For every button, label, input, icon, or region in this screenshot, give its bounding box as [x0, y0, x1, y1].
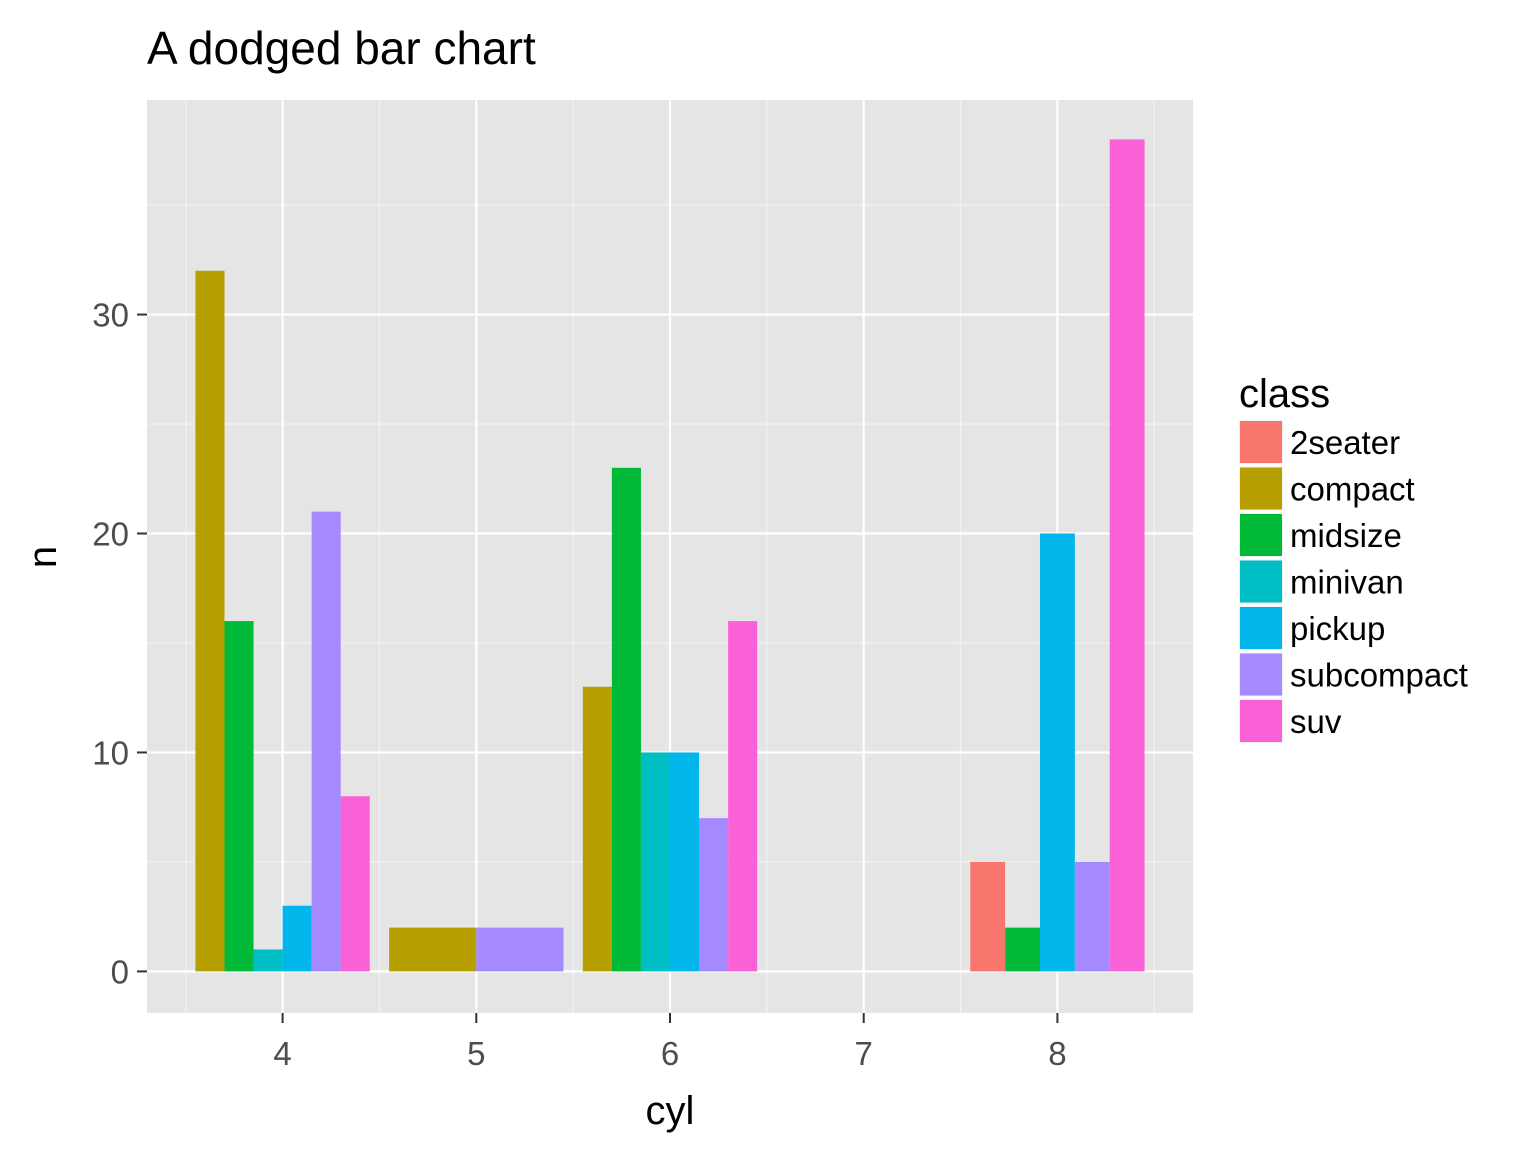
bar-cyl4-subcompact — [311, 511, 341, 972]
bar-cyl6-suv — [728, 621, 758, 972]
bar-cyl6-subcompact — [699, 818, 729, 972]
bar-cyl4-midsize — [224, 621, 254, 972]
legend-label-suv: suv — [1290, 703, 1342, 740]
x-tick-label: 4 — [273, 1035, 291, 1072]
bar-cyl6-pickup — [670, 752, 700, 972]
x-axis: 4 5 6 7 8 — [273, 1013, 1067, 1072]
bar-cyl5-subcompact — [476, 927, 564, 972]
x-tick-label: 8 — [1048, 1035, 1066, 1072]
x-axis-label: cyl — [646, 1089, 695, 1133]
bar-cyl4-suv — [340, 796, 370, 972]
legend-label-midsize: midsize — [1290, 517, 1402, 554]
bar-cyl6-minivan — [640, 752, 670, 972]
x-tick-label: 5 — [467, 1035, 485, 1072]
legend-label-minivan: minivan — [1290, 564, 1404, 601]
legend-title: class — [1239, 372, 1330, 416]
bar-cyl8-suv — [1109, 139, 1145, 972]
bar-cyl4-compact — [195, 270, 225, 972]
legend: class 2seater compact midsize minivan pickup… — [1239, 372, 1468, 743]
bar-cyl6-midsize — [611, 467, 641, 972]
legend-swatch-pickup — [1240, 607, 1282, 649]
y-axis-label: n — [21, 546, 65, 568]
bar-cyl4-pickup — [282, 905, 312, 972]
bar-cyl8-subcompact — [1074, 861, 1110, 972]
legend-swatch-2seater — [1240, 421, 1282, 463]
legend-swatch-minivan — [1240, 560, 1282, 603]
legend-swatch-midsize — [1240, 514, 1282, 556]
y-tick-label: 30 — [92, 297, 129, 334]
legend-label-compact: compact — [1290, 471, 1415, 508]
y-tick-label: 0 — [111, 953, 129, 990]
bar-cyl8-pickup — [1039, 533, 1075, 972]
chart-title: A dodged bar chart — [147, 22, 536, 74]
bar-cyl4-minivan — [253, 949, 283, 972]
bars — [195, 139, 1145, 972]
x-tick-label: 6 — [661, 1035, 679, 1072]
legend-swatch-subcompact — [1240, 653, 1282, 696]
legend-items: 2seater compact midsize minivan pickup subcom… — [1239, 420, 1468, 743]
y-tick-label: 20 — [92, 516, 129, 553]
legend-label-pickup: pickup — [1290, 610, 1385, 647]
bar-cyl6-compact — [582, 686, 612, 972]
legend-label-subcompact: subcompact — [1290, 657, 1468, 694]
legend-label-2seater: 2seater — [1290, 424, 1400, 461]
legend-swatch-suv — [1240, 700, 1282, 742]
bar-cyl8-2seater — [970, 861, 1006, 972]
x-tick-label: 7 — [855, 1035, 873, 1072]
bar-cyl5-compact — [389, 927, 477, 972]
legend-swatch-compact — [1240, 467, 1282, 510]
bar-cyl8-midsize — [1005, 927, 1040, 972]
y-tick-label: 10 — [92, 734, 129, 771]
y-axis: 0 10 20 30 — [92, 297, 147, 990]
